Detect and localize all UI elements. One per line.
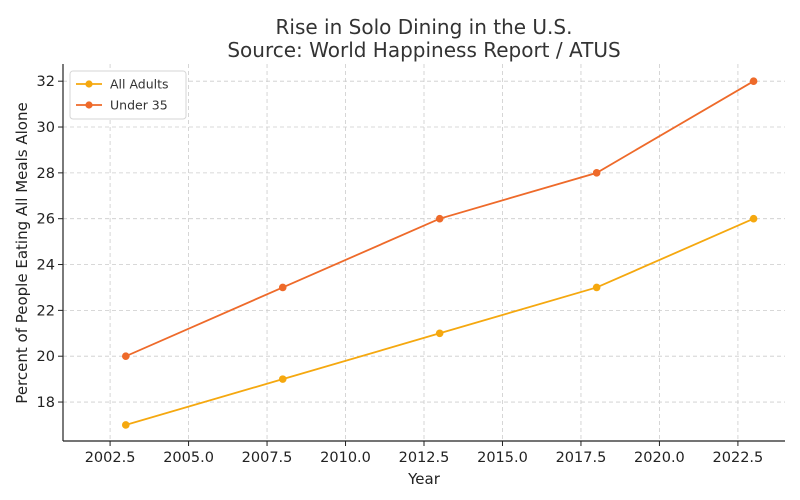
x-tick-label-7: 2020.0 xyxy=(634,450,685,466)
y-axis-label: Percent of People Eating All Meals Alone xyxy=(13,102,31,403)
x-tick-label-2: 2007.5 xyxy=(242,450,293,466)
data-point-1-2 xyxy=(435,214,444,223)
x-axis-label: Year xyxy=(407,470,441,488)
data-point-0-4 xyxy=(749,214,758,223)
legend-box xyxy=(69,70,187,120)
y-tick-label-6: 30 xyxy=(37,120,55,136)
x-tick-label-0: 2002.5 xyxy=(85,450,136,466)
x-tick-label-3: 2010.0 xyxy=(320,450,371,466)
data-point-0-0 xyxy=(121,421,130,429)
series xyxy=(121,77,758,429)
data-point-1-3 xyxy=(592,169,601,177)
series-0 xyxy=(121,214,758,429)
data-point-1-0 xyxy=(121,352,130,361)
y-tick-label-1: 20 xyxy=(37,349,55,365)
ticks: 2002.5 2005.0 2007.5 2010.0 2012.5 2015.0 2017… xyxy=(37,74,764,466)
legend-marker-0 xyxy=(85,80,93,88)
legend: All Adults Under 35 xyxy=(69,70,187,120)
chart-title-line-1: Rise in Solo Dining in the U.S. xyxy=(276,15,573,39)
legend-marker-1 xyxy=(85,101,93,109)
y-tick-label-7: 32 xyxy=(37,74,55,90)
x-tick-label-5: 2015.0 xyxy=(477,450,528,466)
x-tick-label-6: 2017.5 xyxy=(556,450,607,466)
data-point-0-1 xyxy=(278,375,287,383)
y-tick-label-0: 18 xyxy=(37,395,55,411)
legend-label-1: Under 35 xyxy=(110,98,168,113)
series-1 xyxy=(121,77,758,361)
x-tick-label-1: 2005.0 xyxy=(163,450,214,466)
data-point-0-3 xyxy=(592,283,601,292)
x-tick-label-4: 2012.5 xyxy=(399,450,450,466)
data-point-1-1 xyxy=(278,283,287,292)
y-tick-label-3: 24 xyxy=(37,258,55,274)
y-tick-label-5: 28 xyxy=(37,166,55,182)
chart-title-line-2: Source: World Happiness Report / ATUS xyxy=(227,38,620,62)
y-tick-label-2: 22 xyxy=(37,303,55,319)
data-point-1-4 xyxy=(749,77,758,85)
data-point-0-2 xyxy=(435,329,444,338)
x-tick-label-8: 2022.5 xyxy=(713,450,764,466)
y-tick-label-4: 26 xyxy=(37,212,55,228)
grid xyxy=(63,64,785,441)
legend-label-0: All Adults xyxy=(110,77,169,92)
